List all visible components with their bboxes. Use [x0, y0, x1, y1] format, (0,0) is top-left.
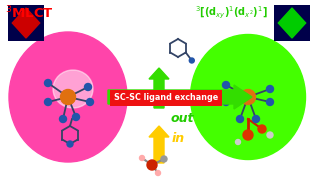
Circle shape [240, 90, 255, 105]
Circle shape [258, 125, 266, 133]
Circle shape [147, 160, 157, 170]
Circle shape [85, 84, 92, 91]
Text: in: in [172, 132, 185, 145]
FancyBboxPatch shape [274, 5, 310, 41]
FancyBboxPatch shape [110, 90, 222, 106]
FancyArrow shape [149, 68, 169, 108]
Circle shape [140, 156, 144, 160]
Circle shape [266, 85, 273, 92]
Text: $^3$MLCT: $^3$MLCT [5, 5, 54, 22]
Ellipse shape [53, 70, 93, 108]
Circle shape [223, 98, 230, 105]
Circle shape [45, 80, 52, 87]
Circle shape [59, 115, 66, 122]
Ellipse shape [190, 35, 306, 160]
Text: SC-SC ligand exchange: SC-SC ligand exchange [114, 94, 218, 102]
FancyArrow shape [108, 85, 252, 109]
Circle shape [237, 115, 244, 122]
FancyBboxPatch shape [8, 5, 44, 41]
Circle shape [73, 114, 80, 121]
Circle shape [60, 90, 75, 105]
Circle shape [45, 98, 52, 105]
Circle shape [267, 132, 273, 138]
Text: out: out [171, 112, 195, 125]
Circle shape [252, 115, 259, 122]
Circle shape [266, 98, 273, 105]
FancyArrow shape [149, 126, 169, 163]
Circle shape [161, 156, 167, 162]
Circle shape [243, 130, 253, 140]
Circle shape [156, 170, 161, 176]
Polygon shape [12, 8, 40, 38]
Circle shape [223, 81, 230, 88]
Circle shape [189, 58, 194, 63]
Circle shape [67, 141, 73, 147]
Polygon shape [278, 8, 306, 38]
Text: $^3$[(d$_{xy}$)$^1$(d$_{x^2}$)$^1$]: $^3$[(d$_{xy}$)$^1$(d$_{x^2}$)$^1$] [195, 5, 268, 21]
Circle shape [236, 139, 240, 145]
Circle shape [86, 98, 93, 105]
Ellipse shape [9, 32, 127, 162]
